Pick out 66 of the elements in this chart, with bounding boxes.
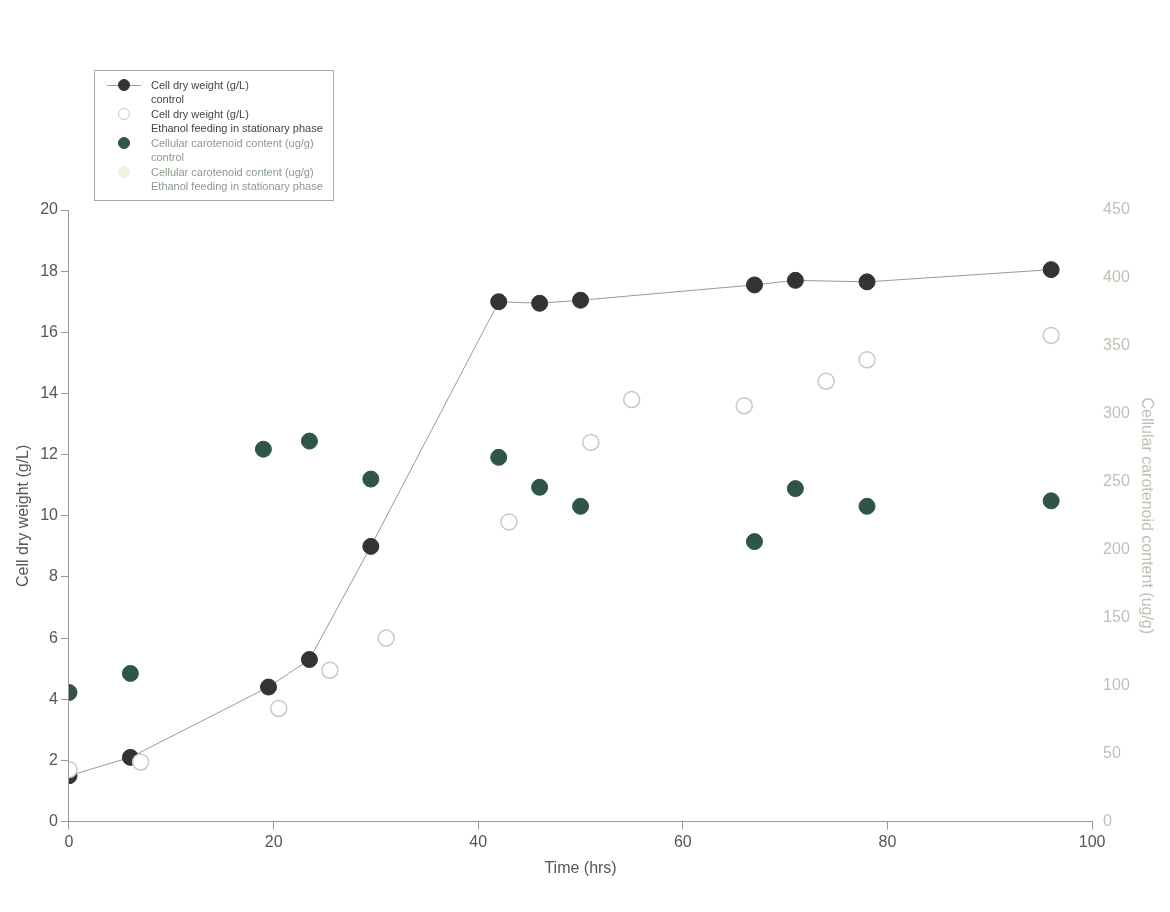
point <box>321 661 339 679</box>
point <box>786 480 804 498</box>
y2-tick-label: 300 <box>1103 404 1130 422</box>
point <box>817 372 835 390</box>
y-axis-title: Cell dry weight (g/L) <box>14 444 32 587</box>
point <box>622 390 641 409</box>
y-tick-label: 0 <box>49 812 59 830</box>
point <box>858 273 876 291</box>
point <box>362 470 380 488</box>
point <box>300 432 318 450</box>
legend-label: Cellular carotenoid content (ug/g) Ethanol feeding in stationary phase <box>150 165 323 193</box>
y2-tick-label: 450 <box>1103 200 1130 218</box>
point <box>131 753 150 771</box>
y2-tick-label: 150 <box>1103 608 1130 626</box>
y-tick-label: 8 <box>49 567 59 585</box>
point <box>745 276 763 294</box>
point <box>260 678 277 696</box>
y-tick-label: 16 <box>40 322 59 340</box>
y-tick-label: 2 <box>49 750 59 768</box>
y-tick-label: 20 <box>40 200 59 218</box>
y2-tick-label: 200 <box>1103 540 1130 558</box>
y-tick-label: 18 <box>40 261 59 279</box>
legend-label: Cell dry weight (g/L) control <box>150 78 249 106</box>
y2-axis-title: Cellular carotenoid content (ug/g) <box>1138 397 1156 635</box>
point <box>786 271 804 289</box>
y2-tick-label: 100 <box>1103 676 1130 694</box>
x-axis-title: Time (hrs) <box>544 858 617 876</box>
point <box>269 699 288 718</box>
y2-tick-label: 400 <box>1103 268 1130 286</box>
point <box>121 664 139 682</box>
point <box>1042 261 1060 279</box>
legend-label: Cellular carotenoid content (ug/g) control <box>150 136 314 164</box>
x-tick-label: 20 <box>264 832 283 850</box>
point <box>490 448 508 466</box>
x-tick-label: 0 <box>64 832 74 850</box>
point <box>858 351 876 369</box>
point <box>1042 492 1060 510</box>
y2-tick-label: 350 <box>1103 336 1130 354</box>
point <box>254 440 272 458</box>
point <box>300 651 318 669</box>
y-tick-label: 12 <box>40 445 59 463</box>
y2-tick-label: 250 <box>1103 472 1130 490</box>
point <box>572 291 590 309</box>
point <box>531 478 549 496</box>
point <box>582 433 600 452</box>
y2-tick-label: 50 <box>1103 744 1121 762</box>
x-tick-label: 60 <box>673 832 692 850</box>
y-tick-label: 14 <box>40 383 59 401</box>
point <box>858 497 876 515</box>
point <box>735 396 753 415</box>
point <box>531 294 549 312</box>
point <box>572 497 590 515</box>
x-tick-label: 40 <box>469 832 488 850</box>
point <box>1042 326 1060 345</box>
point <box>490 293 508 311</box>
y-tick-label: 4 <box>49 689 59 707</box>
legend-label: Cell dry weight (g/L) Ethanol feeding in stationary phase <box>150 107 323 135</box>
point <box>362 537 380 555</box>
x-tick-label: 100 <box>1078 832 1106 850</box>
y-tick-label: 10 <box>40 506 59 524</box>
point <box>745 533 763 551</box>
point <box>500 513 518 531</box>
y2-tick-label: 0 <box>1103 812 1113 830</box>
point <box>377 629 395 647</box>
y-tick-label: 6 <box>49 628 59 646</box>
x-tick-label: 80 <box>878 832 897 850</box>
